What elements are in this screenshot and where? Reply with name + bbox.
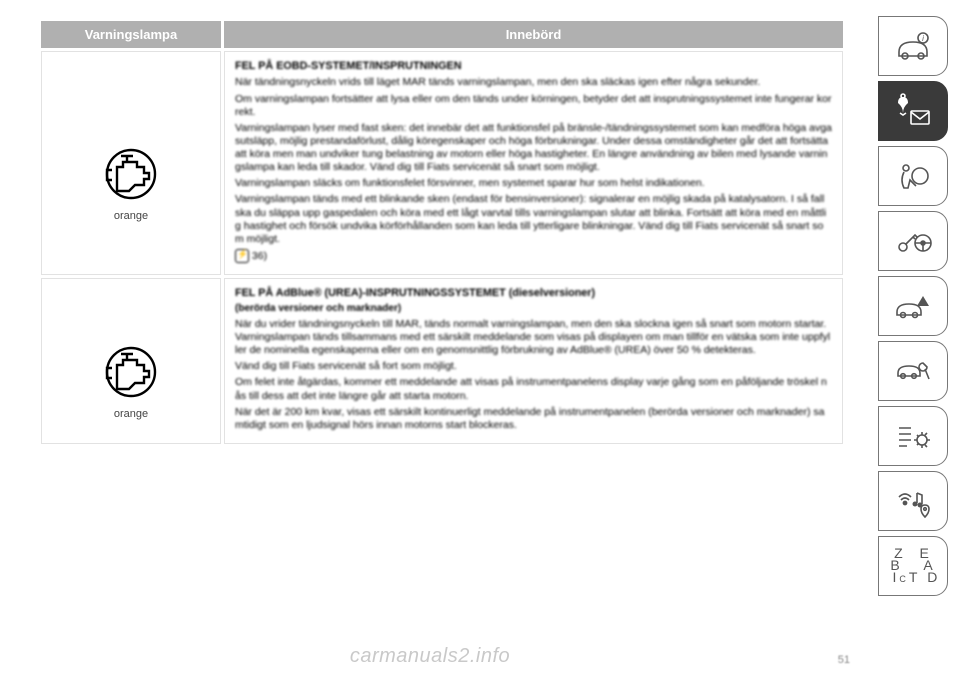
- engine-check-icon: [97, 342, 165, 402]
- airbag-icon: [893, 158, 933, 194]
- warning-lamp-table: Varningslampa Innebörd orange: [38, 18, 846, 447]
- warning-lamp-tab[interactable]: [878, 81, 948, 141]
- lamp-cell: orange: [41, 278, 221, 444]
- wifi-note-pin-icon: [893, 483, 933, 519]
- section-subheading: (berörda versioner och marknader): [235, 303, 832, 316]
- settings-tab[interactable]: [878, 406, 948, 466]
- body-paragraph: Vänd dig till Fiats servicenät så fort s…: [235, 360, 832, 373]
- key-wheel-icon: [893, 223, 933, 259]
- media-nav-tab[interactable]: [878, 471, 948, 531]
- body-paragraph: Varningslampan lyser med fast sken: det …: [235, 122, 832, 175]
- section-heading: FEL PÅ AdBlue® (UREA)-INSPRUTNINGSSYSTEM…: [235, 287, 832, 300]
- meaning-cell: FEL PÅ EOBD-SYSTEMET/INSPRUTNINGEN När t…: [224, 51, 843, 275]
- table-row: orange FEL PÅ AdBlue® (UREA)-INSPRUTNING…: [41, 278, 843, 444]
- lamp-envelope-icon: [893, 93, 933, 129]
- table-row: orange FEL PÅ EOBD-SYSTEMET/INSPRUTNINGE…: [41, 51, 843, 275]
- alpha-index-icon: Z EB A ICT D: [886, 547, 941, 585]
- car-crash-icon: [893, 288, 933, 324]
- index-tab[interactable]: Z EB A ICT D: [878, 536, 948, 596]
- svg-text:i: i: [922, 34, 924, 43]
- body-paragraph: Varningslampan släcks om funktionsfelet …: [235, 177, 832, 190]
- section-tabs-sidebar: i: [878, 16, 948, 596]
- col-header-meaning: Innebörd: [224, 21, 843, 48]
- section-heading: FEL PÅ EOBD-SYSTEMET/INSPRUTNINGEN: [235, 60, 832, 73]
- vehicle-info-tab[interactable]: i: [878, 16, 948, 76]
- key-steering-tab[interactable]: [878, 211, 948, 271]
- source-url-watermark: carmanuals2.info: [0, 645, 860, 668]
- body-paragraph: Om felet inte åtgärdas, kommer ett medde…: [235, 376, 832, 402]
- body-paragraph: När tändningsnyckeln vrids till läget MA…: [235, 76, 832, 89]
- list-gear-icon: [893, 418, 933, 454]
- footnote-icon: [235, 249, 249, 263]
- lamp-cell: orange: [41, 51, 221, 275]
- body-paragraph: Varningslampan tänds med ett blinkande s…: [235, 193, 832, 246]
- meaning-cell: FEL PÅ AdBlue® (UREA)-INSPRUTNINGSSYSTEM…: [224, 278, 843, 444]
- service-tab[interactable]: [878, 341, 948, 401]
- lamp-color-label: orange: [52, 408, 210, 420]
- lamp-color-label: orange: [52, 210, 210, 222]
- body-paragraph: Om varningslampan fortsätter att lysa el…: [235, 93, 832, 119]
- airbag-tab[interactable]: [878, 146, 948, 206]
- manual-page: Varningslampa Innebörd orange: [0, 0, 860, 678]
- car-info-icon: i: [893, 28, 933, 64]
- body-paragraph: När det är 200 km kvar, visas ett särski…: [235, 406, 832, 432]
- col-header-lamp: Varningslampa: [41, 21, 221, 48]
- collision-tab[interactable]: [878, 276, 948, 336]
- body-paragraph: När du vrider tändningsnyckeln till MAR,…: [235, 318, 832, 357]
- car-wrench-icon: [893, 353, 933, 389]
- footnote-ref: 36): [252, 250, 267, 262]
- engine-check-icon: [97, 144, 165, 204]
